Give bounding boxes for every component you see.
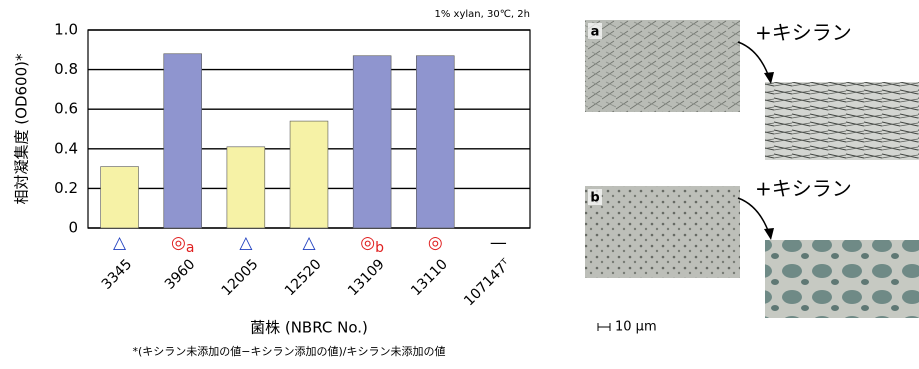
bar — [164, 54, 202, 228]
y-tick-label: 0.4 — [54, 139, 78, 157]
annotation: 1% xylan, 30℃, 2h — [435, 9, 531, 20]
y-tick-label: 0.6 — [54, 100, 78, 118]
panel-label: a — [591, 25, 600, 40]
symbol: △ — [302, 233, 316, 253]
y-tick-label: 0.8 — [54, 60, 78, 78]
symbol: △ — [113, 233, 127, 253]
bar — [227, 147, 265, 228]
strain-symbol: — — [490, 233, 507, 253]
micrographs: a b +キシラン +キシラン 10 µm — [585, 20, 919, 335]
x-tick-label: 3960 — [162, 256, 199, 293]
x-tick-label: 12005 — [219, 256, 262, 299]
treatment-label: +キシラン — [755, 177, 852, 201]
micrograph-a — [585, 20, 740, 112]
x-tick-label: 13109 — [345, 256, 388, 299]
bar — [416, 56, 454, 228]
treatment-label: +キシラン — [755, 21, 852, 45]
y-tick-label: 0.2 — [54, 179, 78, 197]
bar — [101, 167, 139, 228]
x-tick-label: 13110 — [408, 256, 451, 299]
arrow-head — [764, 228, 774, 240]
x-tick-label: 3345 — [99, 256, 136, 293]
scale-bar — [598, 323, 610, 331]
x-tick-label: 12520 — [282, 256, 325, 299]
x-tick-label: 107147ᵀ — [461, 256, 514, 309]
strain-symbol: ◎a — [171, 233, 194, 256]
symbol: ◎ — [360, 233, 375, 253]
strain-symbol: △ — [113, 233, 127, 253]
strain-symbol: ◎ — [428, 233, 443, 253]
y-tick-label: 1.0 — [54, 21, 78, 39]
figure: 0 0.2 0.4 0.6 0.8 1.0 1% xylan, 30℃, 2h 相対凝集度 (… — [0, 0, 919, 369]
symbol: △ — [239, 233, 253, 253]
scale-bar-label: 10 µm — [615, 320, 657, 335]
strain-symbol: △ — [302, 233, 316, 253]
bar — [353, 56, 391, 228]
symbol: ◎ — [171, 233, 186, 253]
y-tick-label: 0 — [68, 219, 78, 237]
strain-symbol: △ — [239, 233, 253, 253]
panel-label: b — [590, 191, 599, 206]
footnote: *(キシラン未添加の値−キシラン添加の値)/キシラン未添加の値 — [132, 344, 445, 358]
strain-symbol: ◎b — [360, 233, 384, 256]
bar — [290, 121, 328, 228]
micrograph-a-xylan — [765, 82, 919, 160]
micrograph-b — [585, 186, 740, 278]
symbol-subscript: a — [186, 240, 195, 256]
chart: 0 0.2 0.4 0.6 0.8 1.0 1% xylan, 30℃, 2h 相対凝集度 (… — [13, 9, 531, 358]
symbol: — — [490, 233, 507, 253]
symbol: ◎ — [428, 233, 443, 253]
x-axis-title: 菌株 (NBRC No.) — [250, 319, 368, 337]
symbol-subscript: b — [375, 240, 384, 256]
micrograph-b-xylan — [765, 240, 919, 318]
y-axis-title: 相対凝集度 (OD600)* — [13, 53, 31, 204]
